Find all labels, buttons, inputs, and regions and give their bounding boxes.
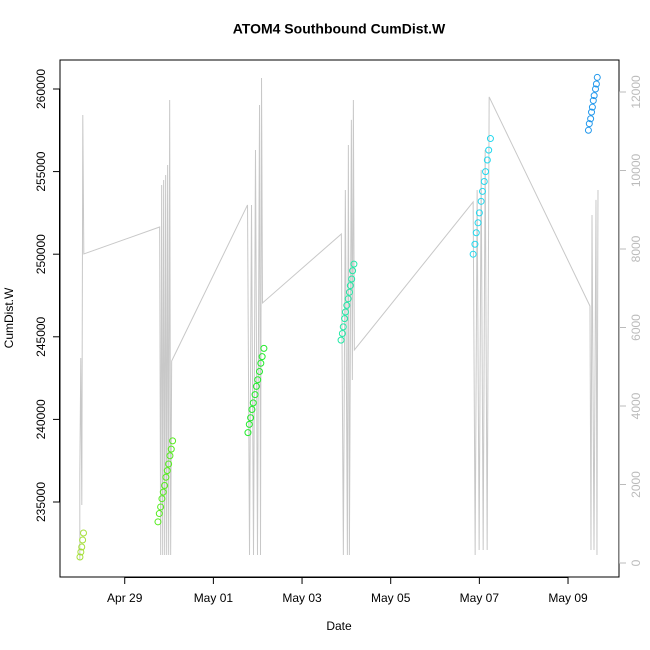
- y-tick-label: 240000: [34, 399, 48, 439]
- scatter-point: [592, 80, 600, 88]
- scatter-point: [166, 452, 174, 460]
- scatter-point: [255, 367, 263, 375]
- scatter-point: [247, 414, 255, 422]
- y2-tick-label: 10000: [629, 153, 643, 187]
- x-tick-label: Apr 29: [107, 591, 143, 605]
- y2-tick-label: 8000: [629, 235, 643, 262]
- scatter-point: [162, 473, 170, 481]
- scatter-point: [79, 529, 87, 537]
- scatter-point: [341, 315, 349, 323]
- scatter-point: [474, 219, 482, 227]
- y2-tick-label: 4000: [629, 392, 643, 419]
- scatter-point: [155, 510, 163, 518]
- x-tick-label: May 07: [460, 591, 500, 605]
- x-tick-label: May 05: [371, 591, 411, 605]
- scatter-point: [471, 240, 479, 248]
- scatter-point: [251, 391, 259, 399]
- y2-tick-label: 12000: [629, 75, 643, 109]
- scatter-point: [163, 467, 171, 475]
- scatter-point: [154, 518, 162, 526]
- chart-title: ATOM4 Southbound CumDist.W: [233, 21, 446, 37]
- scatter-point: [158, 495, 166, 503]
- scatter-point: [341, 308, 349, 316]
- scatter-point: [77, 548, 85, 556]
- scatter-point: [345, 288, 353, 296]
- scatter-point: [157, 503, 165, 511]
- x-axis-label: Date: [326, 619, 352, 633]
- scatter-point: [159, 488, 167, 496]
- scatter-point: [349, 267, 357, 275]
- scatter-point: [169, 437, 177, 445]
- scatter-point: [472, 229, 480, 237]
- y-axis-label: CumDist.W: [2, 287, 16, 348]
- scatter-point: [258, 353, 266, 361]
- scatter-point: [249, 399, 257, 407]
- scatter-point: [348, 275, 356, 283]
- scatter-point: [469, 250, 477, 258]
- scatter-point: [475, 209, 483, 217]
- scatter-point: [350, 260, 358, 268]
- x-tick-label: May 03: [282, 591, 322, 605]
- y2-tick-label: 6000: [629, 314, 643, 341]
- y2-tick-label: 0: [629, 559, 643, 566]
- y-tick-label: 235000: [34, 482, 48, 522]
- y2-tick-label: 2000: [629, 471, 643, 498]
- y-tick-label: 250000: [34, 234, 48, 274]
- scatter-point: [584, 126, 592, 134]
- y-tick-label: 255000: [34, 151, 48, 191]
- scatter-point: [338, 329, 346, 337]
- scatter-point: [585, 120, 593, 128]
- scatter-point: [589, 97, 597, 105]
- y-tick-label: 260000: [34, 69, 48, 109]
- scatter-point: [590, 92, 598, 100]
- scatter-point: [254, 376, 262, 384]
- scatter-point: [343, 301, 351, 309]
- scatter-point: [588, 103, 596, 111]
- scatter-point: [78, 543, 86, 551]
- scatter-point: [248, 405, 256, 413]
- scatter-point: [257, 359, 265, 367]
- scatter-point: [337, 336, 345, 344]
- scatter-point: [587, 115, 595, 123]
- scatter-point: [592, 85, 600, 93]
- scatter-point: [252, 382, 260, 390]
- scatter-point: [485, 146, 493, 154]
- scatter-point: [167, 445, 175, 453]
- scatter-point: [478, 187, 486, 195]
- scatter-point: [588, 108, 596, 116]
- line-series: [79, 77, 599, 560]
- scatter-point: [486, 135, 494, 143]
- scatter-point: [483, 156, 491, 164]
- y-tick-label: 245000: [34, 316, 48, 356]
- scatter-point: [477, 197, 485, 205]
- scatter-point: [593, 73, 601, 81]
- scatter-point: [260, 344, 268, 352]
- scatter-point: [76, 553, 84, 561]
- scatter-point: [344, 295, 352, 303]
- scatter-point: [79, 536, 87, 544]
- scatter-point: [339, 323, 347, 331]
- x-tick-label: May 01: [194, 591, 234, 605]
- x-tick-label: May 09: [548, 591, 588, 605]
- scatter-point: [346, 282, 354, 290]
- scatter-point: [480, 178, 488, 186]
- scatter-point: [165, 460, 173, 468]
- scatter-point: [244, 429, 252, 437]
- scatter-point: [161, 481, 169, 489]
- scatter-point: [482, 168, 490, 176]
- scatter-point: [245, 420, 253, 428]
